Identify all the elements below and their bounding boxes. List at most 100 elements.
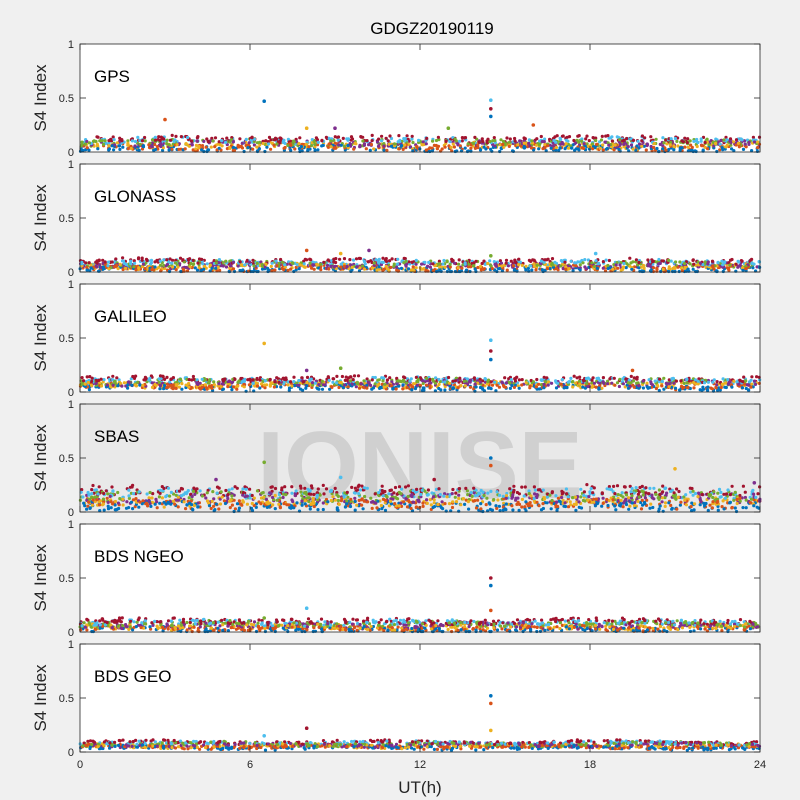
data-point xyxy=(228,264,233,268)
data-point xyxy=(162,386,166,390)
data-point xyxy=(533,488,538,492)
data-point xyxy=(96,147,100,151)
data-point xyxy=(714,386,718,390)
data-point xyxy=(693,149,697,153)
data-point xyxy=(443,145,447,149)
data-point xyxy=(389,136,394,141)
data-point xyxy=(392,142,397,146)
data-point xyxy=(692,380,696,385)
data-point xyxy=(483,377,488,381)
spike-point xyxy=(304,368,309,373)
data-point xyxy=(573,261,577,265)
data-point xyxy=(176,265,180,269)
data-point xyxy=(758,485,762,489)
data-point xyxy=(212,383,216,387)
data-point xyxy=(453,379,457,383)
data-point xyxy=(574,147,578,151)
data-point xyxy=(246,146,250,150)
data-point xyxy=(161,375,165,379)
data-point xyxy=(87,261,91,265)
data-point xyxy=(283,265,287,269)
data-point xyxy=(628,504,632,508)
data-point xyxy=(351,378,355,382)
data-point xyxy=(287,386,292,390)
data-point xyxy=(594,138,598,143)
data-point xyxy=(617,384,622,389)
data-point xyxy=(463,136,468,140)
data-point xyxy=(217,382,221,386)
data-point xyxy=(85,375,89,379)
data-point xyxy=(414,266,418,270)
data-point xyxy=(437,259,441,263)
data-point xyxy=(703,140,707,145)
data-point xyxy=(453,137,457,141)
data-point xyxy=(489,264,493,268)
data-point xyxy=(247,141,251,145)
data-point xyxy=(451,387,455,391)
data-point xyxy=(328,387,332,391)
data-point xyxy=(620,491,624,495)
data-point xyxy=(361,507,365,511)
data-point xyxy=(240,146,245,150)
data-point xyxy=(368,148,372,152)
data-point xyxy=(733,506,737,510)
data-point xyxy=(329,139,333,143)
data-point xyxy=(631,260,635,264)
data-point xyxy=(656,262,661,266)
data-point xyxy=(217,140,221,144)
data-point xyxy=(358,266,362,270)
data-point xyxy=(420,143,424,147)
data-point xyxy=(167,143,171,147)
data-point xyxy=(335,374,339,378)
data-point xyxy=(480,137,484,141)
data-point xyxy=(489,489,493,493)
data-point xyxy=(672,266,676,270)
data-point xyxy=(358,256,362,261)
data-point xyxy=(519,144,523,148)
data-point xyxy=(231,145,236,150)
data-point xyxy=(443,388,447,392)
data-point xyxy=(231,260,236,264)
data-point xyxy=(691,493,695,497)
data-point xyxy=(273,507,277,511)
data-point xyxy=(134,374,138,378)
data-point xyxy=(117,144,122,148)
data-point xyxy=(591,142,595,146)
axes-background xyxy=(80,284,760,392)
data-point xyxy=(298,136,302,140)
data-point xyxy=(744,379,748,383)
data-point xyxy=(289,380,293,384)
data-point xyxy=(618,138,622,142)
spike-point xyxy=(489,107,493,111)
data-point xyxy=(421,140,425,144)
data-point xyxy=(325,263,330,268)
data-point xyxy=(635,375,639,379)
data-point xyxy=(532,262,536,266)
data-point xyxy=(595,266,600,270)
data-point xyxy=(499,138,503,142)
data-point xyxy=(152,148,156,152)
data-point xyxy=(255,384,260,388)
data-point xyxy=(173,261,178,265)
data-point xyxy=(87,388,91,392)
data-point xyxy=(329,498,333,503)
data-point xyxy=(660,500,664,504)
data-point xyxy=(327,142,331,146)
data-point xyxy=(153,260,157,264)
data-point xyxy=(335,381,339,385)
data-point xyxy=(509,378,513,382)
data-point xyxy=(214,266,218,270)
data-point xyxy=(115,376,119,380)
data-point xyxy=(267,135,272,139)
data-point xyxy=(265,383,269,387)
data-point xyxy=(362,259,366,264)
data-point xyxy=(263,149,267,154)
data-point xyxy=(213,145,217,149)
data-point xyxy=(239,377,243,381)
data-point xyxy=(553,260,557,264)
data-point xyxy=(197,386,202,390)
data-point xyxy=(383,508,388,512)
data-point xyxy=(629,374,633,378)
data-point xyxy=(371,386,376,390)
data-point xyxy=(333,141,337,145)
